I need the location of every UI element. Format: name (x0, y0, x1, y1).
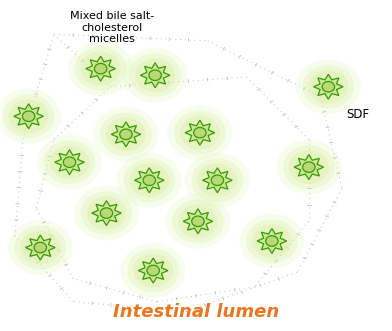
Circle shape (198, 164, 238, 197)
Circle shape (129, 164, 169, 197)
Circle shape (87, 196, 127, 230)
Circle shape (240, 213, 305, 268)
Circle shape (68, 41, 133, 96)
Circle shape (34, 242, 47, 253)
Circle shape (93, 107, 158, 162)
Polygon shape (185, 120, 215, 145)
Circle shape (192, 159, 243, 202)
Circle shape (74, 186, 139, 241)
Circle shape (296, 59, 361, 114)
Circle shape (94, 64, 107, 74)
Circle shape (0, 89, 61, 144)
Circle shape (44, 140, 95, 184)
Polygon shape (86, 56, 115, 81)
Circle shape (309, 70, 348, 104)
Circle shape (180, 116, 220, 150)
Polygon shape (14, 104, 44, 129)
Circle shape (63, 157, 76, 167)
Polygon shape (314, 74, 343, 99)
Circle shape (75, 47, 127, 90)
Circle shape (123, 159, 175, 202)
Text: SDF: SDF (346, 108, 369, 121)
Polygon shape (183, 209, 213, 234)
Polygon shape (55, 150, 84, 175)
Circle shape (322, 81, 334, 92)
Circle shape (135, 58, 175, 92)
Circle shape (276, 140, 341, 195)
Circle shape (165, 194, 230, 249)
Circle shape (178, 205, 218, 238)
Circle shape (172, 200, 224, 243)
Circle shape (174, 111, 226, 155)
Circle shape (100, 208, 113, 218)
Circle shape (49, 145, 89, 179)
Circle shape (289, 150, 329, 184)
Circle shape (106, 118, 146, 151)
Polygon shape (257, 228, 287, 254)
Circle shape (129, 53, 181, 97)
Polygon shape (25, 235, 55, 260)
Circle shape (8, 220, 73, 275)
Circle shape (149, 70, 162, 80)
Polygon shape (111, 122, 141, 147)
Circle shape (266, 236, 278, 246)
Polygon shape (140, 63, 170, 88)
Circle shape (22, 111, 35, 121)
Polygon shape (134, 168, 164, 193)
Circle shape (123, 48, 188, 103)
Circle shape (185, 153, 250, 208)
Polygon shape (294, 155, 324, 180)
Circle shape (303, 162, 315, 172)
Circle shape (120, 129, 132, 140)
Circle shape (192, 216, 204, 226)
Circle shape (127, 249, 179, 292)
Circle shape (9, 99, 49, 133)
Circle shape (81, 52, 121, 85)
Circle shape (211, 175, 223, 185)
Circle shape (37, 135, 102, 190)
Circle shape (303, 65, 354, 109)
Circle shape (20, 231, 60, 264)
Circle shape (121, 243, 186, 298)
Circle shape (100, 113, 152, 156)
Circle shape (194, 127, 206, 138)
Text: Intestinal lumen: Intestinal lumen (113, 304, 279, 321)
Circle shape (252, 224, 292, 258)
Circle shape (143, 175, 156, 185)
Circle shape (3, 94, 54, 138)
Polygon shape (203, 168, 232, 193)
Circle shape (147, 265, 160, 276)
Circle shape (133, 254, 173, 287)
Circle shape (15, 226, 66, 269)
Circle shape (283, 145, 335, 189)
Circle shape (167, 105, 232, 160)
Circle shape (81, 191, 132, 235)
Circle shape (117, 153, 182, 208)
Polygon shape (138, 258, 168, 283)
Polygon shape (92, 201, 121, 225)
Text: Mixed bile salt-
cholesterol
micelles: Mixed bile salt- cholesterol micelles (70, 11, 154, 44)
Circle shape (246, 219, 298, 263)
